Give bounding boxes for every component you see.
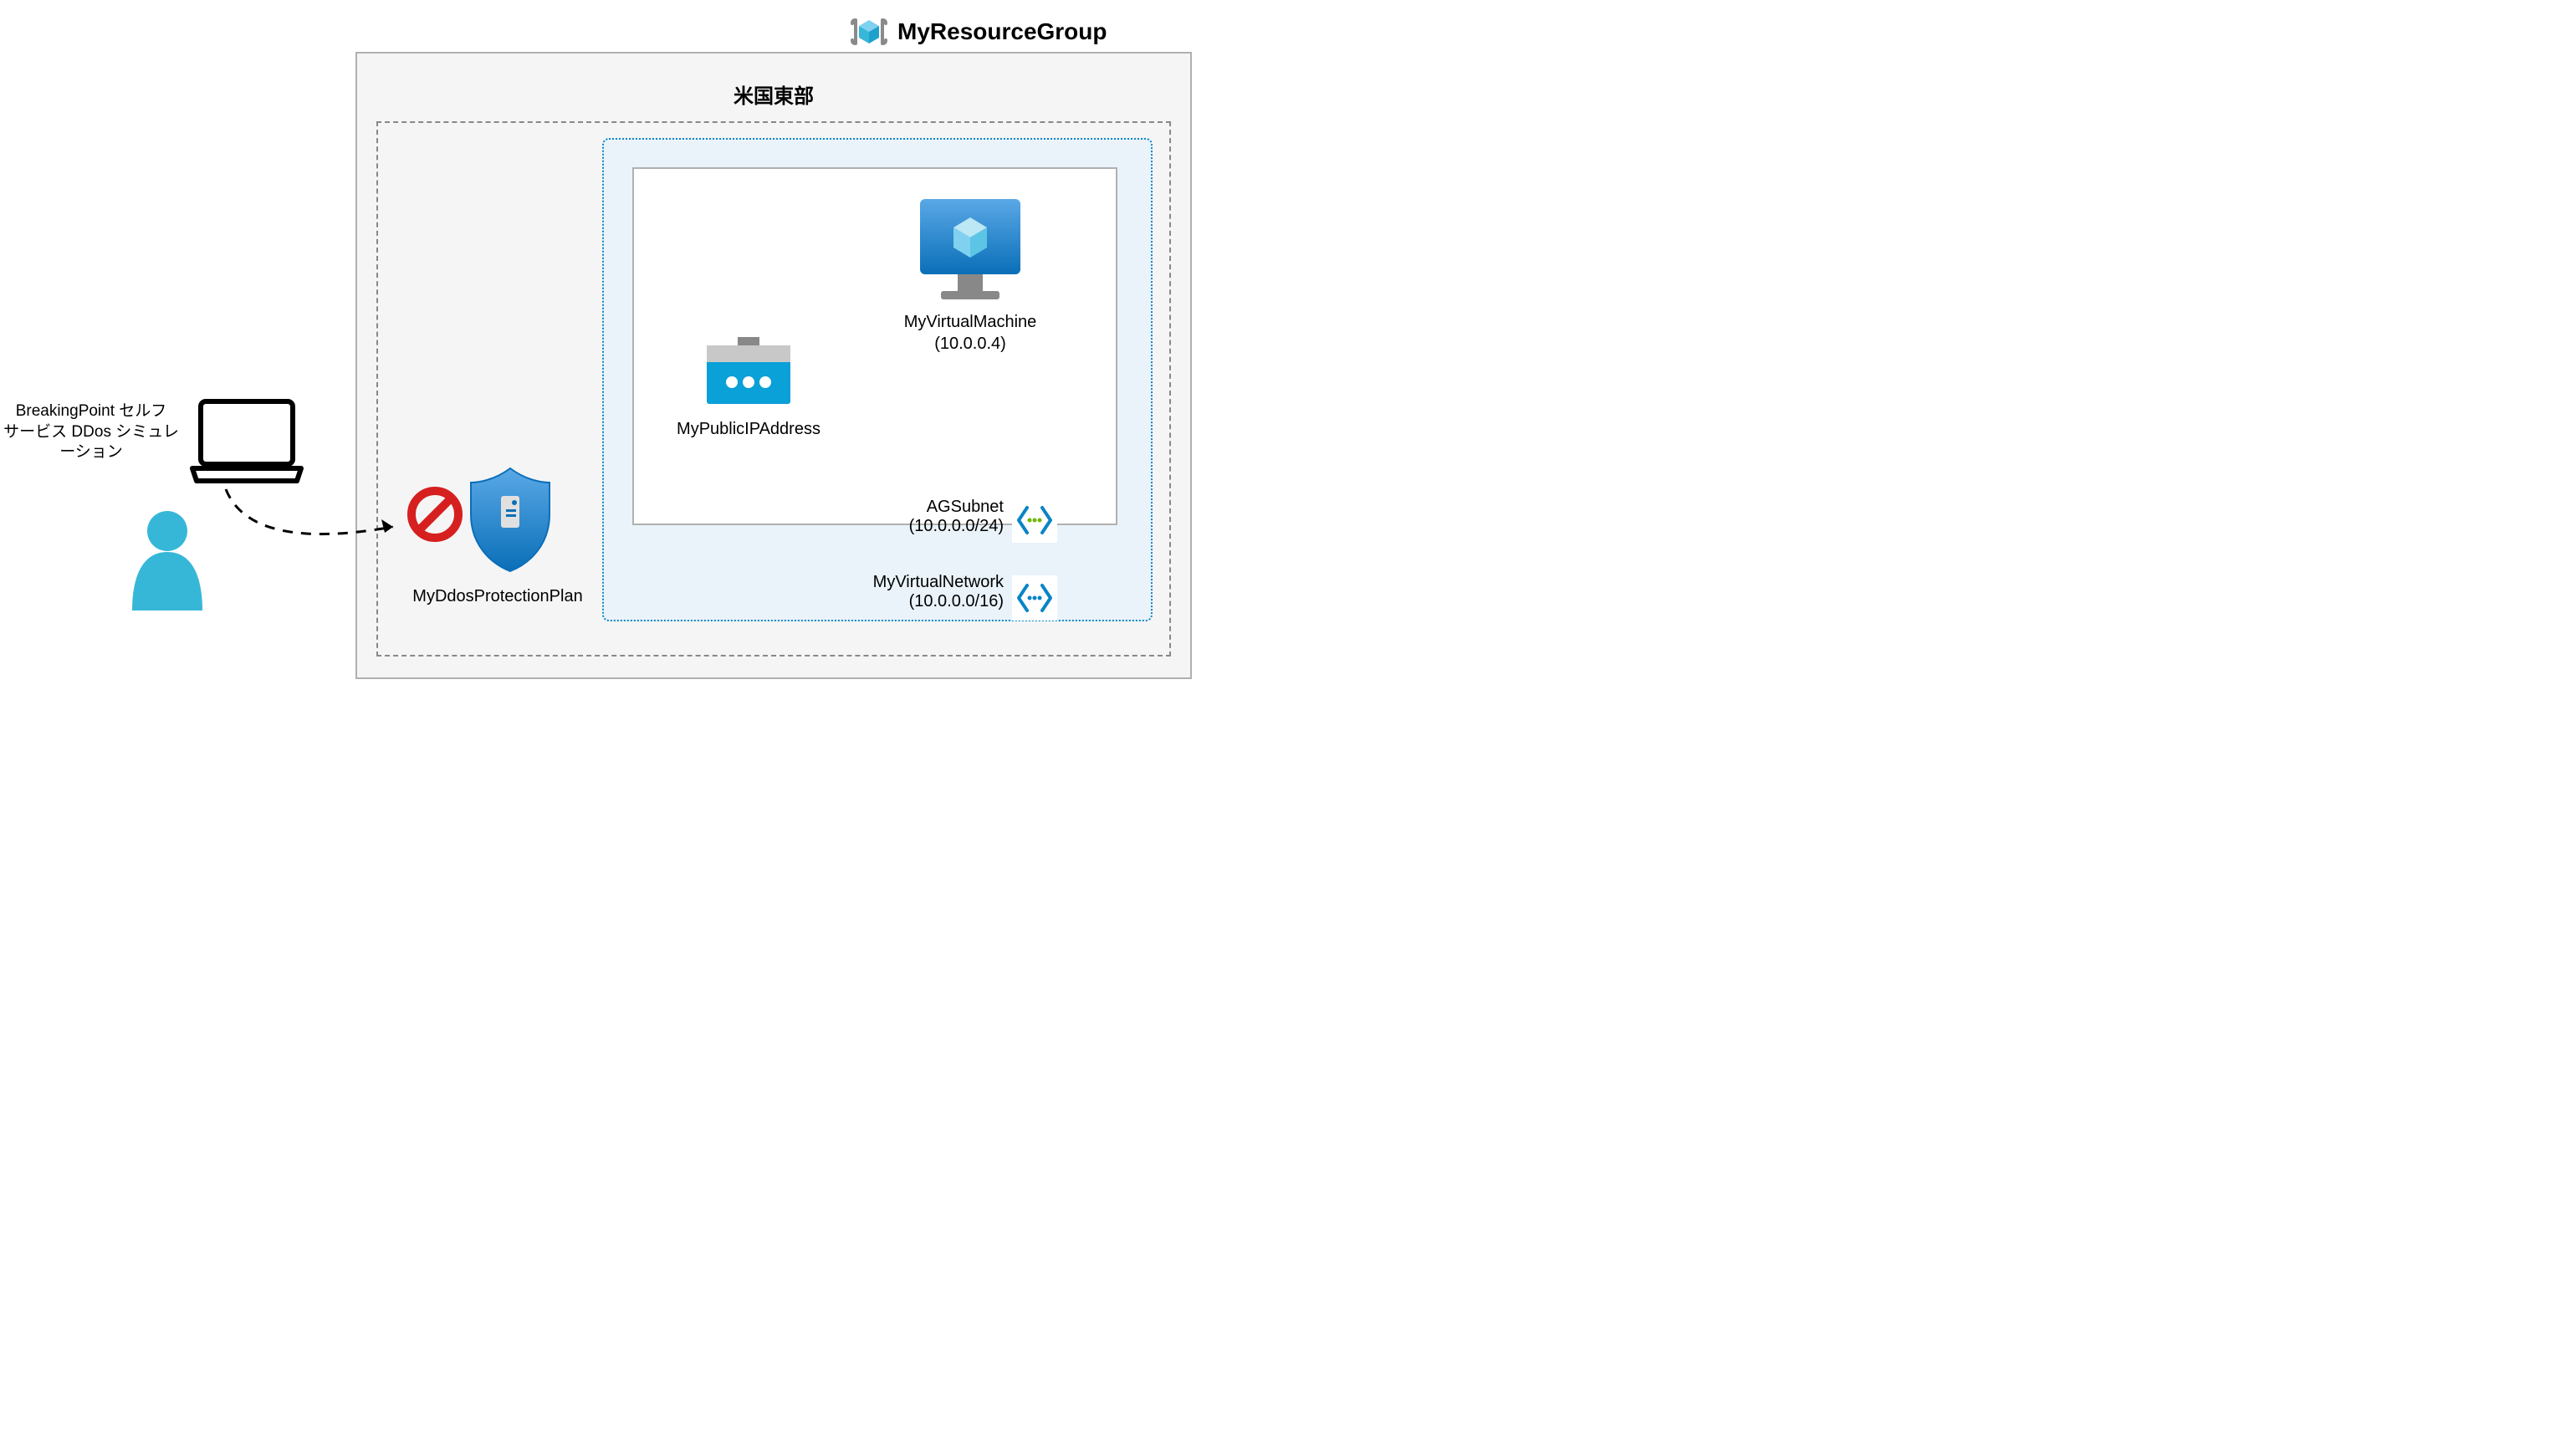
attack-arrow bbox=[217, 481, 410, 565]
actor-label: BreakingPoint セルフ サービス DDos シミュレ ーション bbox=[0, 401, 182, 463]
person-icon bbox=[125, 506, 209, 615]
region-label: 米国東部 bbox=[376, 79, 1171, 109]
vnet-label: MyVirtualNetwork bbox=[836, 573, 1004, 592]
subnet-label: AGSubnet bbox=[836, 498, 1004, 517]
vm-label: MyVirtualMachine bbox=[882, 311, 1058, 333]
vnet-badge-icon bbox=[1012, 575, 1057, 621]
subnet-badge-label-block: AGSubnet (10.0.0.0/24) bbox=[836, 498, 1004, 536]
vm-label-block: MyVirtualMachine (10.0.0.4) bbox=[882, 311, 1058, 355]
diagram-canvas: MyResourceGroup 米国東部 MyVirtualMachine bbox=[0, 0, 1213, 694]
vnet-badge-label-block: MyVirtualNetwork (10.0.0.0/16) bbox=[836, 573, 1004, 611]
ddos-icon-group bbox=[406, 464, 565, 581]
resource-group-icon bbox=[849, 12, 889, 52]
vm-icon bbox=[907, 192, 1033, 309]
subnet-cidr: (10.0.0.0/24) bbox=[836, 517, 1004, 536]
resource-group-header: MyResourceGroup bbox=[849, 12, 1107, 52]
public-ip-icon bbox=[694, 330, 803, 414]
public-ip-label: MyPublicIPAddress bbox=[665, 418, 832, 440]
resource-group-label: MyResourceGroup bbox=[897, 18, 1107, 45]
ddos-label: MyDdosProtectionPlan bbox=[397, 585, 598, 607]
laptop-icon bbox=[180, 393, 314, 489]
vm-ip: (10.0.0.4) bbox=[882, 333, 1058, 355]
subnet-badge-icon bbox=[1012, 498, 1057, 543]
vnet-cidr: (10.0.0.0/16) bbox=[836, 592, 1004, 611]
